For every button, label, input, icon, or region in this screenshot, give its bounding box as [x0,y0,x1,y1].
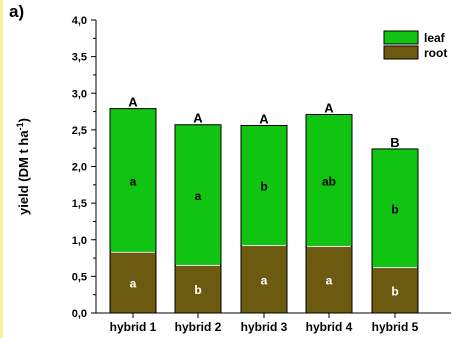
legend-swatch-leaf [383,30,419,45]
y-tick-label: 2,5 [72,125,87,137]
bar-leaf-4 [305,113,353,247]
category-label-1: hybrid 1 [110,320,157,334]
top-label-1: A [128,95,138,110]
legend-swatch-root [383,45,419,60]
y-tick-label: 2,0 [72,162,87,174]
bar-root-2 [174,264,222,314]
legend-label-root: root [424,46,447,60]
y-tick-label: 1,0 [72,235,87,247]
top-label-4: A [324,100,334,115]
segment-label-leaf-3: b [260,180,267,194]
bar-leaf-5 [371,148,419,269]
y-tick-label: 1,5 [72,198,87,210]
y-tick-label: 3,5 [72,52,87,64]
y-axis-label: yield (DM t ha-1) [15,118,31,215]
segment-label-root-1: a [130,277,137,291]
segment-label-root-5: b [391,284,398,298]
category-label-3: hybrid 3 [241,320,288,334]
bar-leaf-2 [174,124,222,266]
y-axis-label-main: yield (DM t ha [16,130,31,215]
panel-label: a) [9,2,25,21]
segment-label-leaf-1: a [130,174,137,188]
segment-label-leaf-2: a [195,189,202,203]
y-tick-label: 3,0 [72,88,87,100]
segment-label-root-4: a [326,274,333,288]
bar-root-4 [305,245,353,314]
category-label-2: hybrid 2 [175,320,222,334]
stacked-bar-chart: 0,0 0,5 1,0 1,5 2,0 2,5 3,0 3,5 4,0 yield (DM t h… [15,15,451,334]
legend-label-leaf: leaf [424,31,446,45]
bar-root-5 [371,267,419,314]
category-label-4: hybrid 4 [306,320,353,334]
y-axis-label-close: ) [16,118,31,122]
top-label-2: A [193,111,203,126]
segment-label-leaf-4: ab [322,174,336,188]
y-tick-label: 0,5 [72,271,87,283]
y-axis-label-superscript: -1 [15,122,25,130]
top-label-3: A [259,111,269,126]
y-tick-label: 0,0 [72,308,87,320]
segment-label-leaf-5: b [391,202,398,216]
category-label-5: hybrid 5 [372,320,419,334]
y-tick-label: 4,0 [72,15,87,27]
bar-leaf-1 [109,108,157,253]
top-label-5: B [390,135,399,150]
segment-label-root-3: a [261,273,268,287]
segment-label-root-2: b [194,283,201,297]
